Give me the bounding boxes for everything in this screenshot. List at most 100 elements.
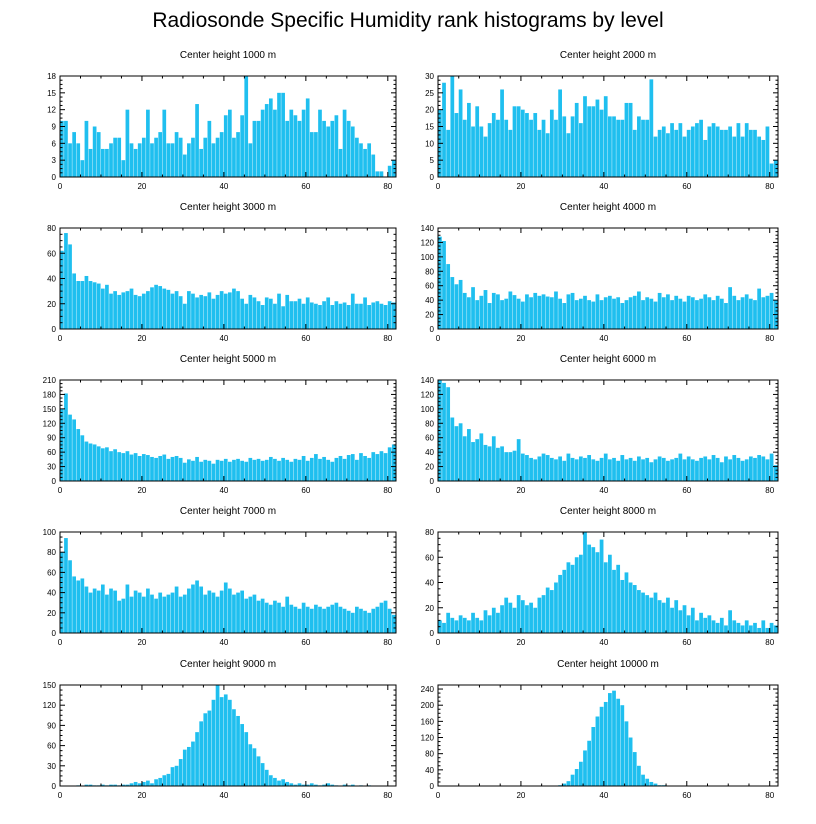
histogram-bar xyxy=(268,604,273,633)
histogram-bar xyxy=(228,699,232,786)
histogram-bar xyxy=(191,293,195,329)
histogram-bar xyxy=(346,455,351,481)
histogram-bar xyxy=(603,297,608,329)
histogram-bar xyxy=(512,607,517,633)
histogram-bar xyxy=(649,79,654,177)
histogram-bar xyxy=(620,455,625,481)
x-tick-label: 40 xyxy=(219,791,228,800)
panel-title: Center height 8000 m xyxy=(560,506,656,517)
histogram-bar xyxy=(129,454,134,481)
histogram-bar xyxy=(289,301,294,329)
histogram-bar xyxy=(624,572,629,633)
histogram-bar xyxy=(293,784,298,786)
histogram-bar xyxy=(566,781,571,786)
histogram-bar xyxy=(661,457,666,481)
histogram-bar xyxy=(753,622,757,633)
histogram-bar xyxy=(753,129,757,177)
y-tick-label: 60 xyxy=(47,568,56,577)
histogram-bar xyxy=(342,109,347,177)
histogram-bar xyxy=(195,104,199,177)
y-tick-label: 20 xyxy=(425,311,434,320)
x-tick-label: 0 xyxy=(436,791,441,800)
histogram-bar xyxy=(228,109,232,177)
histogram-bar xyxy=(632,585,637,633)
histogram-bar xyxy=(150,287,154,329)
histogram-bar xyxy=(471,287,475,329)
histogram-bar xyxy=(715,622,720,633)
histogram-bar xyxy=(207,292,212,329)
histogram-bar xyxy=(666,460,670,481)
x-tick-label: 40 xyxy=(599,638,608,647)
histogram-panel-1: Center height 1000 m 0 3 6 9 12 15 18 0 20 40 60 80 xyxy=(47,50,397,191)
histogram-bar xyxy=(641,119,645,177)
histogram-bar xyxy=(612,690,616,786)
histogram-bar xyxy=(244,76,249,177)
histogram-bar xyxy=(264,459,269,481)
histogram-bar xyxy=(211,143,216,177)
histogram-bar xyxy=(203,713,208,786)
x-tick-label: 20 xyxy=(137,486,146,495)
histogram-bar xyxy=(624,459,629,481)
histogram-bar xyxy=(273,600,277,633)
histogram-bar xyxy=(166,773,171,786)
histogram-bar xyxy=(728,459,732,481)
histogram-bar xyxy=(223,293,228,329)
histogram-bar xyxy=(724,303,728,329)
histogram-bar xyxy=(350,126,355,177)
histogram-bar xyxy=(728,126,732,177)
x-tick-label: 40 xyxy=(219,334,228,343)
x-tick-label: 60 xyxy=(682,486,691,495)
histogram-bar xyxy=(608,554,612,633)
histogram-bar xyxy=(359,608,363,633)
histogram-bar xyxy=(182,462,187,481)
histogram-bar xyxy=(268,98,273,177)
histogram-bar xyxy=(248,294,253,329)
histogram-bar xyxy=(314,132,318,177)
histogram-bar xyxy=(525,455,529,481)
histogram-bar xyxy=(236,291,240,329)
histogram-bar xyxy=(244,461,249,481)
histogram-bar xyxy=(162,109,167,177)
panel-title: Center height 9000 m xyxy=(180,659,276,670)
y-tick-label: 80 xyxy=(47,224,56,233)
histogram-bar xyxy=(301,602,306,633)
histogram-bar xyxy=(769,163,774,177)
y-tick-label: 180 xyxy=(43,390,57,399)
histogram-bar xyxy=(379,602,384,633)
histogram-bar xyxy=(92,588,97,633)
histogram-bar xyxy=(612,457,616,481)
x-tick-label: 40 xyxy=(599,334,608,343)
histogram-bar xyxy=(166,458,171,481)
histogram-bar xyxy=(391,614,396,633)
histogram-bar xyxy=(68,244,72,329)
histogram-bar xyxy=(121,453,126,481)
histogram-bar xyxy=(554,582,558,633)
y-tick-label: 90 xyxy=(47,721,56,730)
y-tick-label: 200 xyxy=(421,701,435,710)
histogram-bar xyxy=(203,137,208,177)
histogram-bar xyxy=(338,148,343,177)
histogram-bar xyxy=(240,115,244,177)
histogram-bar xyxy=(500,605,504,633)
histogram-bar xyxy=(305,606,310,633)
histogram-bar xyxy=(141,293,146,329)
x-tick-label: 80 xyxy=(383,182,392,191)
histogram-bar xyxy=(487,303,492,329)
histogram-bar xyxy=(545,455,550,481)
histogram-bar xyxy=(454,284,459,329)
histogram-bar xyxy=(512,450,517,481)
histogram-bar xyxy=(100,448,105,481)
histogram-bar xyxy=(719,462,724,481)
histogram-bar xyxy=(350,454,355,481)
y-tick-label: 80 xyxy=(425,267,434,276)
y-tick-label: 18 xyxy=(47,72,56,81)
y-tick-label: 20 xyxy=(425,106,434,115)
histogram-bar xyxy=(599,109,604,177)
histogram-bar xyxy=(100,148,105,177)
histogram-bar xyxy=(516,439,521,481)
histogram-bar xyxy=(711,620,716,633)
histogram-bar xyxy=(525,605,529,633)
histogram-panel-8: Center height 8000 m 0 20 40 60 80 0 20 40 60 80 xyxy=(425,506,779,647)
histogram-bar xyxy=(80,281,85,329)
histogram-bar xyxy=(591,301,596,329)
